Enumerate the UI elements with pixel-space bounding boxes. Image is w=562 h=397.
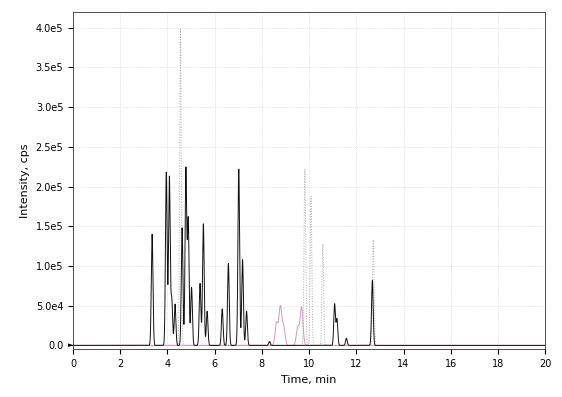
X-axis label: Time, min: Time, min <box>282 375 337 385</box>
Y-axis label: Intensity, cps: Intensity, cps <box>20 143 30 218</box>
Text: ►: ► <box>67 342 73 349</box>
